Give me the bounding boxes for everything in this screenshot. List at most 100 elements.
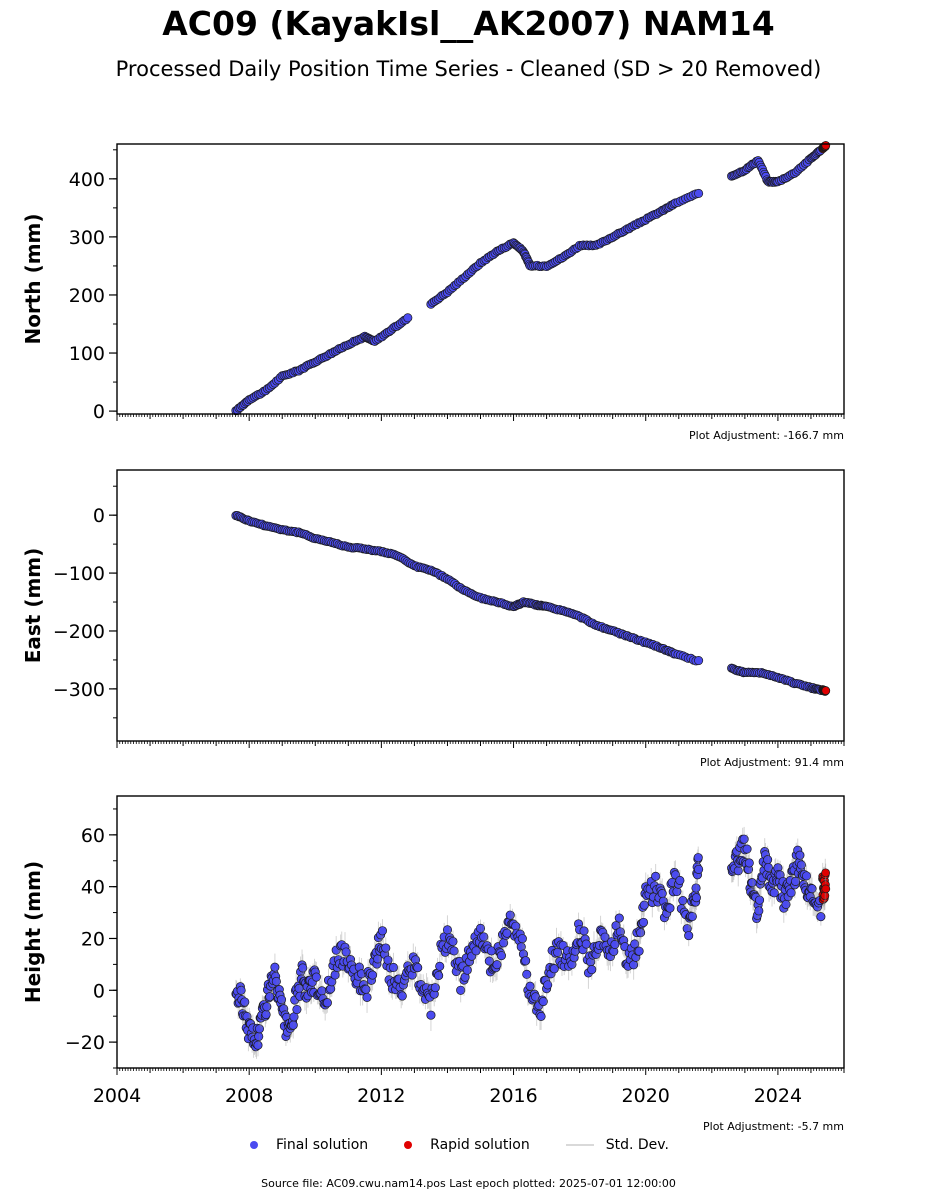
final-point <box>796 860 806 870</box>
final-point <box>755 895 765 905</box>
final-point <box>362 992 372 1002</box>
final-point <box>610 939 620 949</box>
plot-adjustment-label: Plot Adjustment: -5.7 mm <box>703 1120 844 1133</box>
final-point <box>292 1004 302 1015</box>
final-point <box>240 997 250 1007</box>
rapid-point <box>821 884 831 894</box>
panel-2: 0 −100 −200 −300 East (mm) Plot Adjustment: 9… <box>21 469 845 769</box>
final-point <box>236 985 246 995</box>
y-tick-label: −200 <box>53 621 105 643</box>
y-tick-label: −300 <box>53 679 105 701</box>
final-point <box>288 1020 298 1030</box>
final-point <box>693 853 703 863</box>
final-point <box>262 1002 272 1012</box>
plot-adjustment-label: Plot Adjustment: -166.7 mm <box>689 429 844 442</box>
final-point <box>687 911 697 922</box>
y-tick-label: 300 <box>69 227 105 249</box>
y-tick-label: −100 <box>53 563 105 585</box>
final-point <box>413 963 423 973</box>
final-point <box>807 884 817 894</box>
final-point <box>790 876 801 886</box>
x-tick-label: 2008 <box>225 1085 273 1107</box>
legend-item-rapid: Rapid solution <box>404 1137 530 1153</box>
legend-std-label: Std. Dev. <box>605 1137 669 1153</box>
final-point <box>521 956 531 966</box>
final-point <box>368 970 378 980</box>
x-tick-label: 2004 <box>93 1085 141 1107</box>
final-point <box>678 896 688 906</box>
final-point <box>549 964 559 974</box>
final-point <box>742 844 752 854</box>
final-point <box>271 976 281 986</box>
final-point <box>675 875 685 886</box>
legend-rapid-marker <box>404 1141 413 1149</box>
y-axis-label: Height (mm) <box>21 861 45 1003</box>
y-tick-label: 0 <box>93 401 105 423</box>
final-point <box>763 855 773 865</box>
final-point <box>651 871 661 881</box>
final-point <box>801 871 812 881</box>
final-point <box>276 995 287 1005</box>
final-point <box>691 893 701 903</box>
legend-rapid-label: Rapid solution <box>430 1137 530 1153</box>
final-point <box>733 866 743 876</box>
x-tick-label: 2020 <box>622 1085 670 1107</box>
final-point <box>744 858 754 868</box>
final-point <box>311 972 321 982</box>
y-tick-label: 400 <box>69 169 105 191</box>
final-point <box>538 996 548 1007</box>
rapid-point <box>821 141 831 150</box>
final-point <box>522 969 532 979</box>
final-point <box>694 656 704 666</box>
plot-frame <box>116 143 845 415</box>
final-point <box>270 962 280 972</box>
final-point <box>739 834 749 844</box>
final-point <box>484 956 494 966</box>
final-point <box>634 946 644 956</box>
rapid-point <box>821 868 830 878</box>
final-point <box>381 943 391 953</box>
final-point <box>553 947 563 957</box>
final-point <box>430 983 440 993</box>
final-point <box>638 917 649 927</box>
legend-final-label: Final solution <box>276 1137 369 1153</box>
final-point <box>298 963 308 973</box>
y-tick-label: 60 <box>81 825 105 847</box>
final-point <box>769 888 779 898</box>
final-point <box>265 992 275 1002</box>
final-point <box>479 932 489 942</box>
final-point <box>665 903 675 913</box>
final-point <box>397 991 407 1001</box>
final-point <box>403 313 413 323</box>
y-tick-label: 40 <box>81 877 105 899</box>
final-point <box>475 923 486 933</box>
y-axis-label: North (mm) <box>21 213 45 344</box>
legend-item-std: Std. Dev. <box>565 1137 669 1153</box>
final-point <box>747 878 757 888</box>
page-title: AC09 (KayakIsl__AK2007) NAM14 <box>162 4 775 43</box>
final-point <box>657 889 667 899</box>
final-point <box>694 188 704 198</box>
final-point <box>502 928 512 938</box>
final-point <box>426 1010 436 1020</box>
page-subtitle: Processed Daily Position Time Series - C… <box>115 57 822 81</box>
y-axis-label: East (mm) <box>21 548 45 664</box>
final-point <box>694 864 704 874</box>
final-point <box>517 934 527 944</box>
final-point <box>341 947 351 957</box>
final-point <box>496 951 506 961</box>
final-point <box>322 998 332 1008</box>
final-point <box>492 960 502 970</box>
final-point <box>536 1011 546 1021</box>
final-point <box>763 862 773 873</box>
panel-3: −20 0 20 40 60 Height (mm) Plot Adjustment: -5… <box>21 795 845 1133</box>
y-tick-label: 0 <box>93 980 105 1002</box>
x-tick-label: 2024 <box>754 1085 802 1107</box>
rapid-point <box>821 686 831 695</box>
legend: Final solution Rapid solution Std. Dev. <box>250 1137 705 1153</box>
final-point <box>795 850 805 860</box>
final-point <box>614 913 624 923</box>
final-point <box>525 981 535 991</box>
panel-1: 0 100 200 300 400 North (mm) Plot Adjustment: … <box>21 141 845 442</box>
